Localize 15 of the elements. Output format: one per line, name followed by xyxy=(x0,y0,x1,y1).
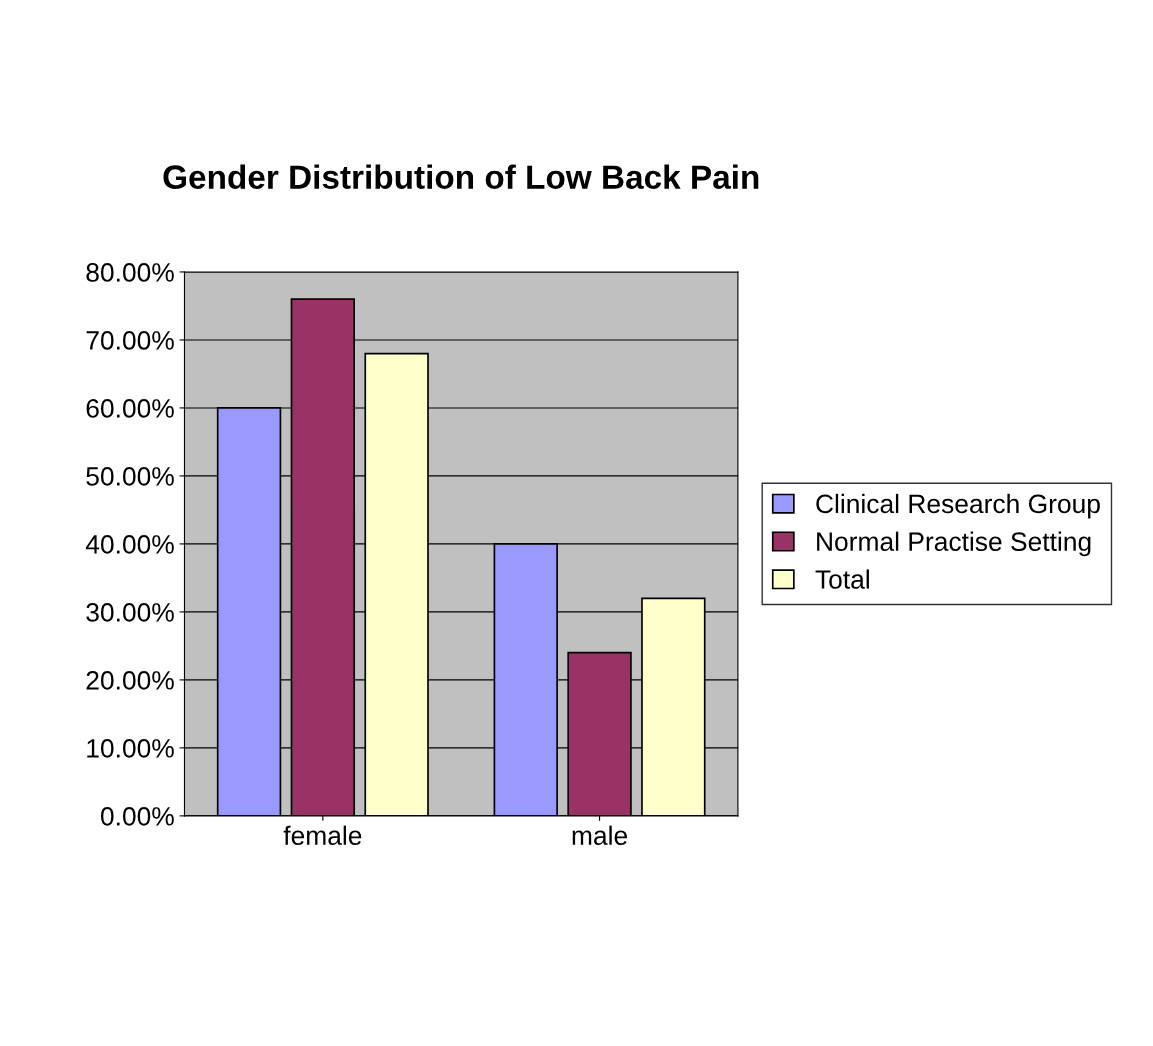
y-tick-label: 20.00% xyxy=(86,671,174,690)
y-tick-label: 10.00% xyxy=(87,739,174,758)
y-tick-label: 0.00% xyxy=(100,807,174,826)
y-tick-label: 30.00% xyxy=(86,603,174,622)
legend-label: Total xyxy=(815,569,869,589)
y-tick-label: 70.00% xyxy=(86,331,174,350)
y-tick-label: 80.00% xyxy=(86,263,174,282)
chart-title: Gender Distribution of Low Back Pain xyxy=(163,164,759,189)
legend-label: Normal Practise Setting xyxy=(817,531,1091,557)
x-tick-label: female xyxy=(283,825,362,845)
y-tick-label: 40.00% xyxy=(85,535,174,554)
x-tick-label: male xyxy=(572,825,627,845)
y-tick-label: 50.00% xyxy=(86,467,174,486)
y-tick-label: 60.00% xyxy=(86,399,174,418)
legend-label: Clinical Research Group xyxy=(816,493,1100,519)
